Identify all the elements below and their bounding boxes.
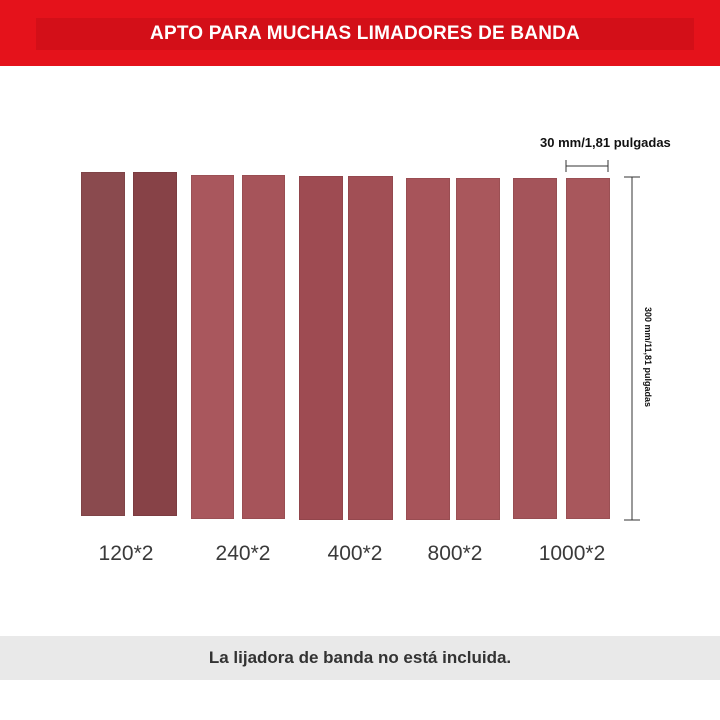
strip-120-a <box>81 172 125 516</box>
strip-120-b <box>133 172 177 516</box>
grit-label-800: 800*2 <box>427 542 483 565</box>
footer-banner: La lijadora de banda no está incluida. <box>0 636 720 680</box>
grit-label-240: 240*2 <box>215 542 271 565</box>
strip-400-b <box>348 176 393 520</box>
strip-240-b <box>242 175 285 519</box>
strip-800-a <box>406 178 450 520</box>
grit-label-1000: 1000*2 <box>538 542 606 565</box>
strip-800-b <box>456 178 500 520</box>
header-title: APTO PARA MUCHAS LIMADORES DE BANDA <box>150 23 580 44</box>
strip-1000-a <box>513 178 557 519</box>
grit-label-120: 120*2 <box>98 542 154 565</box>
header-banner: APTO PARA MUCHAS LIMADORES DE BANDA <box>0 0 720 66</box>
strip-400-a <box>299 176 343 520</box>
width-dimension-label: 30 mm/1,81 pulgadas <box>540 135 671 150</box>
height-dimension-label: 300 mm/11,81 pulgadas <box>643 306 653 408</box>
strip-1000-b <box>566 178 610 519</box>
grit-label-400: 400*2 <box>327 542 383 565</box>
header-inner: APTO PARA MUCHAS LIMADORES DE BANDA <box>36 18 694 50</box>
footer-note: La lijadora de banda no está incluida. <box>208 648 512 667</box>
strip-240-a <box>191 175 234 519</box>
